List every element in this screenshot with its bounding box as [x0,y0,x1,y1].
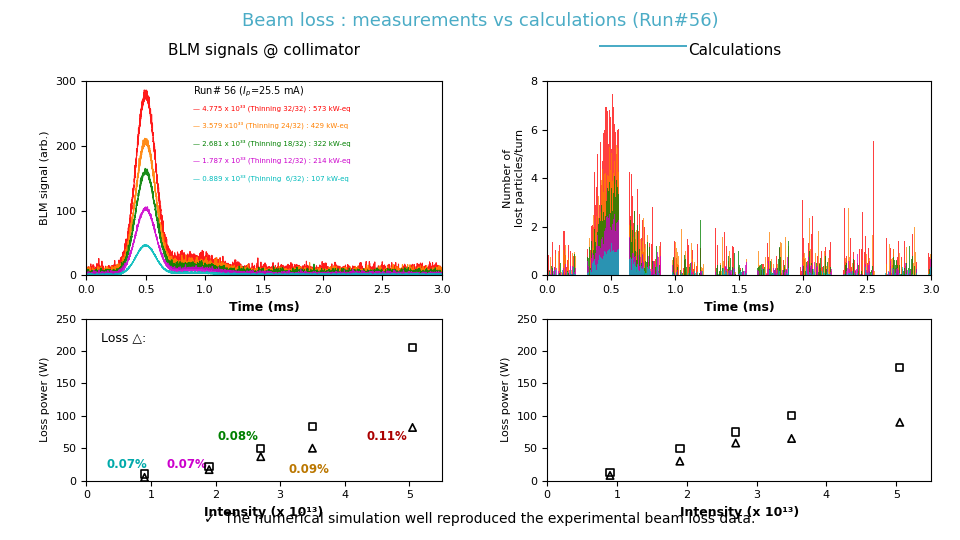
Point [602,468,617,476]
Text: Calculations: Calculations [687,43,781,58]
X-axis label: Time (ms): Time (ms) [228,301,300,314]
Point [405,343,420,352]
Point [728,438,743,447]
Text: 0.09%: 0.09% [289,463,329,476]
Point [202,465,217,474]
Point [672,444,687,453]
Point [137,473,153,482]
Text: — 3.579 x10³³ (Thinning 24/32) : 429 kW-eq: — 3.579 x10³³ (Thinning 24/32) : 429 kW-… [193,122,348,129]
Text: BLM signals @ collimator: BLM signals @ collimator [168,43,360,58]
Y-axis label: Loss power (W): Loss power (W) [501,357,511,442]
Point [892,418,907,427]
Point [304,444,320,453]
Y-axis label: BLM signal (arb.): BLM signal (arb.) [40,131,50,226]
Point [202,462,217,471]
Text: Beam loss : measurements vs calculations (Run#56): Beam loss : measurements vs calculations… [242,12,718,30]
Y-axis label: Loss power (W): Loss power (W) [40,357,50,442]
Text: — 1.787 x 10³³ (Thinning 12/32) : 214 kW-eq: — 1.787 x 10³³ (Thinning 12/32) : 214 kW… [193,157,350,164]
Text: 0.07%: 0.07% [106,457,147,471]
Text: — 2.681 x 10³³ (Thinning 18/32) : 322 kW-eq: — 2.681 x 10³³ (Thinning 18/32) : 322 kW… [193,139,350,147]
X-axis label: Intensity (x 10¹³): Intensity (x 10¹³) [680,506,799,519]
Text: ✓  The numerical simulation well reproduced the experimental beam loss data.: ✓ The numerical simulation well reproduc… [204,512,756,526]
Text: 0.08%: 0.08% [218,430,258,443]
Point [602,471,617,480]
Point [405,423,420,432]
Point [728,428,743,436]
Y-axis label: Number of
lost particles/turn: Number of lost particles/turn [503,129,525,227]
Point [137,470,153,478]
Point [253,453,269,461]
X-axis label: Time (ms): Time (ms) [704,301,775,314]
Point [892,363,907,372]
Text: Run# 56 ($I_p$=25.5 mA): Run# 56 ($I_p$=25.5 mA) [193,85,304,99]
Text: — 4.775 x 10³³ (Thinning 32/32) : 573 kW-eq: — 4.775 x 10³³ (Thinning 32/32) : 573 kW… [193,104,350,112]
Text: 0.07%: 0.07% [166,457,206,471]
Point [784,434,800,443]
Text: — 0.889 x 10³³ (Thinning  6/32) : 107 kW-eq: — 0.889 x 10³³ (Thinning 6/32) : 107 kW-… [193,174,348,182]
Text: Loss △:: Loss △: [101,332,146,345]
Point [672,457,687,465]
Point [253,444,269,453]
Point [304,422,320,431]
Point [784,411,800,420]
X-axis label: Intensity (x 10¹³): Intensity (x 10¹³) [204,506,324,519]
Text: 0.11%: 0.11% [367,430,407,443]
